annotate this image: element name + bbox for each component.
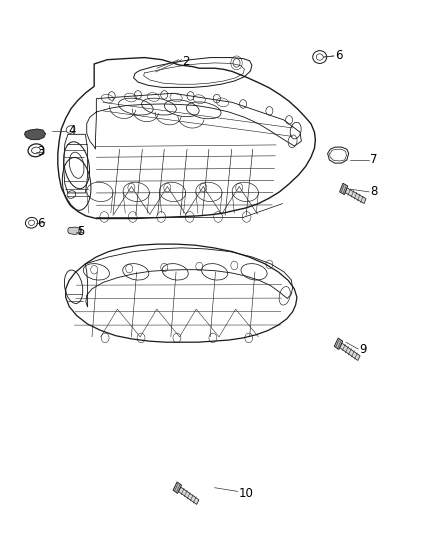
Polygon shape	[173, 482, 181, 494]
Polygon shape	[345, 188, 366, 204]
Polygon shape	[339, 183, 348, 195]
Text: 4: 4	[68, 124, 75, 137]
Text: 10: 10	[239, 487, 254, 499]
Text: 6: 6	[335, 50, 343, 62]
Polygon shape	[68, 227, 81, 235]
Polygon shape	[178, 487, 199, 504]
Text: 5: 5	[77, 225, 84, 238]
Text: 6: 6	[37, 217, 45, 230]
Text: 8: 8	[370, 185, 378, 198]
Polygon shape	[340, 343, 360, 360]
Text: 7: 7	[370, 154, 378, 166]
Text: 9: 9	[359, 343, 367, 356]
Polygon shape	[25, 129, 46, 140]
Text: 3: 3	[37, 146, 45, 158]
Text: 2: 2	[182, 55, 189, 68]
Polygon shape	[334, 338, 343, 350]
